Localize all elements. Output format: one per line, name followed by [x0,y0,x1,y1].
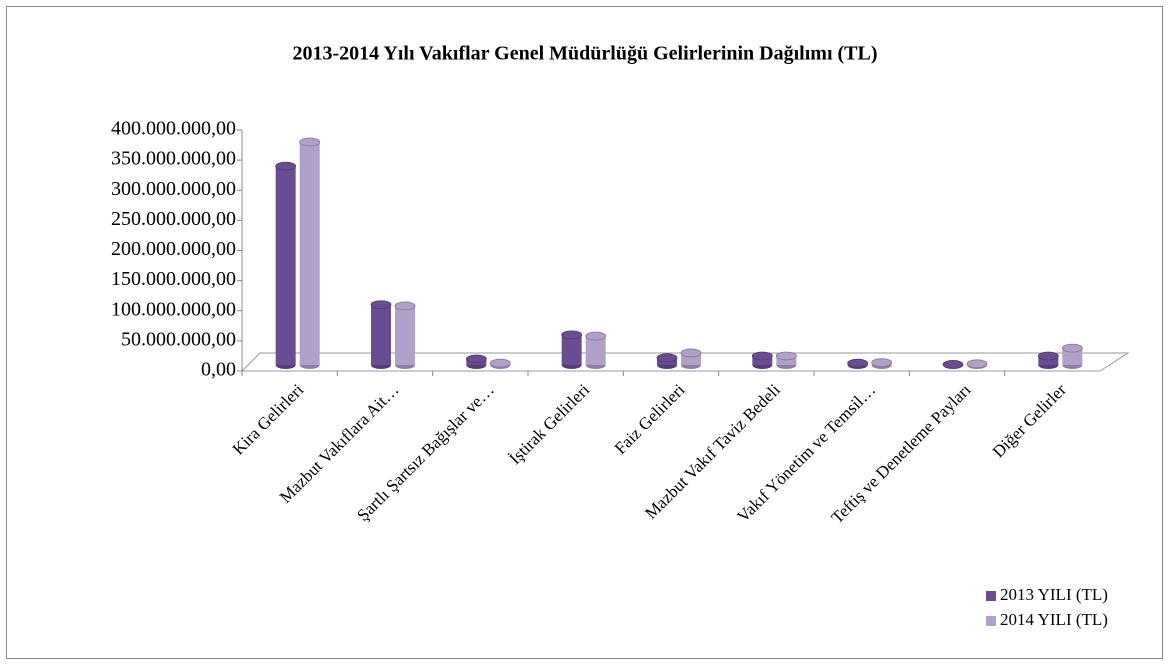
bar-top [561,330,583,340]
y-tick-label: 400.000.000,00 [111,118,236,140]
bar-body [395,305,415,365]
bar-top [656,353,678,363]
bar-body [299,142,320,365]
bar [275,161,297,369]
bar-body [275,166,296,365]
chart-frame [6,6,1163,659]
y-tick-label: 50.000.000,00 [121,328,236,350]
bar-top [585,331,607,341]
bar-top [847,358,869,368]
bar [871,358,893,369]
legend-swatch [986,616,996,626]
bar-body [585,336,606,365]
y-tick-label: 150.000.000,00 [111,268,236,290]
bar-top [680,348,702,358]
bar-body [371,304,391,365]
bar [966,359,988,369]
bar-top [489,358,511,368]
legend-swatch [986,591,996,601]
bar-body [1062,348,1083,365]
legend-label: 2014 YILI (TL) [1000,610,1108,629]
y-tick-label: 200.000.000,00 [111,238,236,260]
y-tick-label: 300.000.000,00 [111,178,236,200]
chart-title: 2013-2014 Yılı Vakıflar Genel Müdürlüğü … [292,43,877,65]
y-tick-label: 250.000.000,00 [111,208,236,230]
y-tick-label: 100.000.000,00 [111,298,236,320]
bar [1037,351,1059,369]
y-tick-label: 350.000.000,00 [111,148,236,170]
bar-body [752,355,773,365]
bar [370,300,392,369]
bar [1061,343,1083,369]
bar [656,353,678,369]
bar [775,351,797,369]
bar-top [1037,351,1059,361]
bar-top [299,137,321,147]
bar [561,330,583,369]
bar [585,331,607,369]
bar-top [775,351,797,361]
bar-body [1038,355,1059,365]
bar-top [370,300,392,310]
bar-top [942,359,964,369]
bar [394,301,416,369]
bar [299,137,321,369]
bar-top [1061,343,1083,353]
y-tick-label: 0,00 [201,359,236,381]
bar-body [776,355,797,365]
bar-top [751,351,773,361]
bar-top [394,301,416,311]
legend-label: 2013 YILI (TL) [1000,585,1108,604]
bar [942,359,964,369]
bar [489,358,511,369]
bar [680,348,702,369]
bar-top [966,359,988,369]
bar-top [275,161,297,171]
bar-top [465,354,487,364]
bar-body [561,334,582,365]
bar [847,358,869,369]
bar-top [871,358,893,367]
bar [465,354,487,369]
bar [751,351,773,369]
